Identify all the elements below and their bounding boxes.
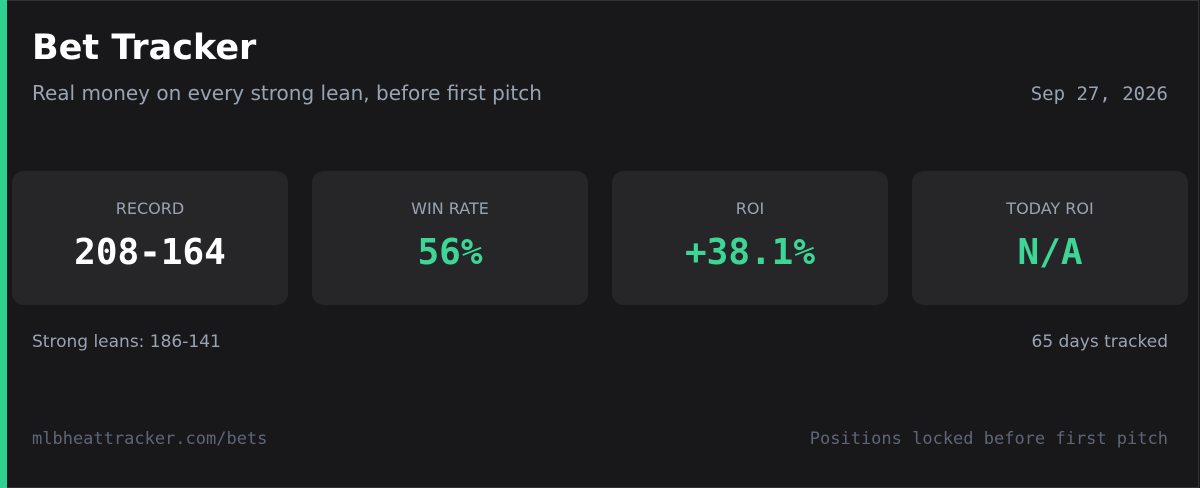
date: Sep 27, 2026: [1030, 83, 1168, 105]
stat-card: TODAY ROI N/A: [912, 171, 1188, 305]
summary-left: Strong leans: 186-141: [32, 332, 221, 352]
stat-card: RECORD 208-164: [12, 171, 288, 305]
footer-right: Positions locked before first pitch: [809, 429, 1168, 449]
stat-card: ROI +38.1%: [612, 171, 888, 305]
stat-value: +38.1%: [684, 232, 816, 273]
stat-label: TODAY ROI: [1006, 199, 1094, 218]
summary-right: 65 days tracked: [1031, 332, 1168, 352]
stat-label: RECORD: [115, 199, 185, 218]
footer-left: mlbheattracker.com/bets: [32, 429, 268, 449]
stat-value: 56%: [417, 232, 483, 273]
title: Bet Tracker: [32, 28, 257, 68]
accent-bar: [0, 0, 7, 488]
stat-card: WIN RATE 56%: [312, 171, 588, 305]
stat-value: N/A: [1017, 232, 1083, 273]
stat-value: 208-164: [74, 232, 226, 273]
stat-label: WIN RATE: [411, 199, 489, 218]
subtitle: Real money on every strong lean, before …: [32, 81, 542, 105]
stat-label: ROI: [735, 199, 765, 218]
